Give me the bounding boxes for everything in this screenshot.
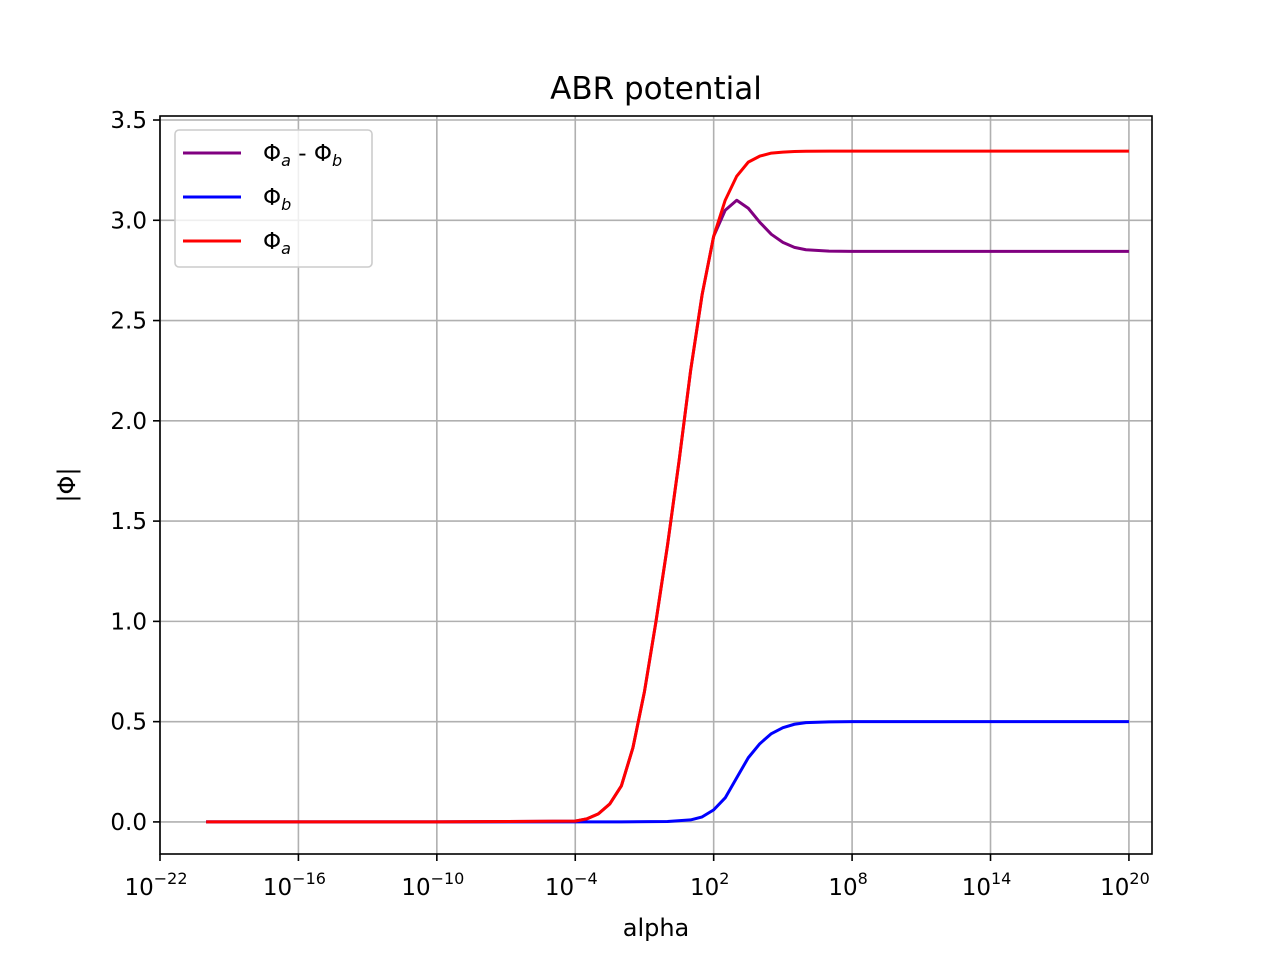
x-tick-label: 108: [828, 869, 867, 901]
x-axis-ticks: 10−22 10−16 10−10 10−4 102 108 1014 1020: [124, 854, 1150, 901]
x-tick-label: 10−4: [545, 869, 598, 901]
legend-label: Φa: [263, 229, 291, 258]
series-line-1: [206, 720, 1129, 824]
y-axis-ticks: 0.0 0.5 1.0 1.5 2.0 2.5 3.0 3.5: [110, 108, 160, 836]
y-tick-label: 2.5: [110, 309, 147, 335]
legend-box: [174, 129, 373, 268]
y-tick-label: 3.5: [110, 108, 147, 134]
y-tick-label: 1.5: [110, 509, 147, 535]
legend-label: Φa - Φb: [263, 141, 342, 170]
chart-title: ABR potential: [550, 71, 762, 107]
x-tick-label: 10−16: [263, 869, 326, 901]
y-tick-label: 0.0: [110, 810, 147, 836]
y-tick-label: 0.5: [110, 710, 147, 736]
x-tick-label: 102: [690, 869, 729, 901]
legend: Φa - Φb Φb Φa: [174, 129, 373, 268]
x-tick-label: 1020: [1100, 869, 1150, 901]
x-axis-label: alpha: [623, 914, 690, 942]
y-tick-label: 3.0: [110, 208, 147, 234]
y-tick-label: 1.0: [110, 609, 147, 635]
x-tick-label: 10−22: [124, 869, 187, 901]
grid: [159, 116, 1152, 854]
plot-frame: [159, 115, 1153, 855]
x-tick-label: 10−10: [401, 869, 464, 901]
series-line-2: [206, 149, 1129, 824]
x-tick-label: 1014: [962, 869, 1012, 901]
series-lines: [206, 149, 1129, 824]
y-tick-label: 2.0: [110, 409, 147, 435]
y-axis-label: |Φ|: [53, 467, 81, 502]
legend-label: Φb: [263, 185, 291, 214]
